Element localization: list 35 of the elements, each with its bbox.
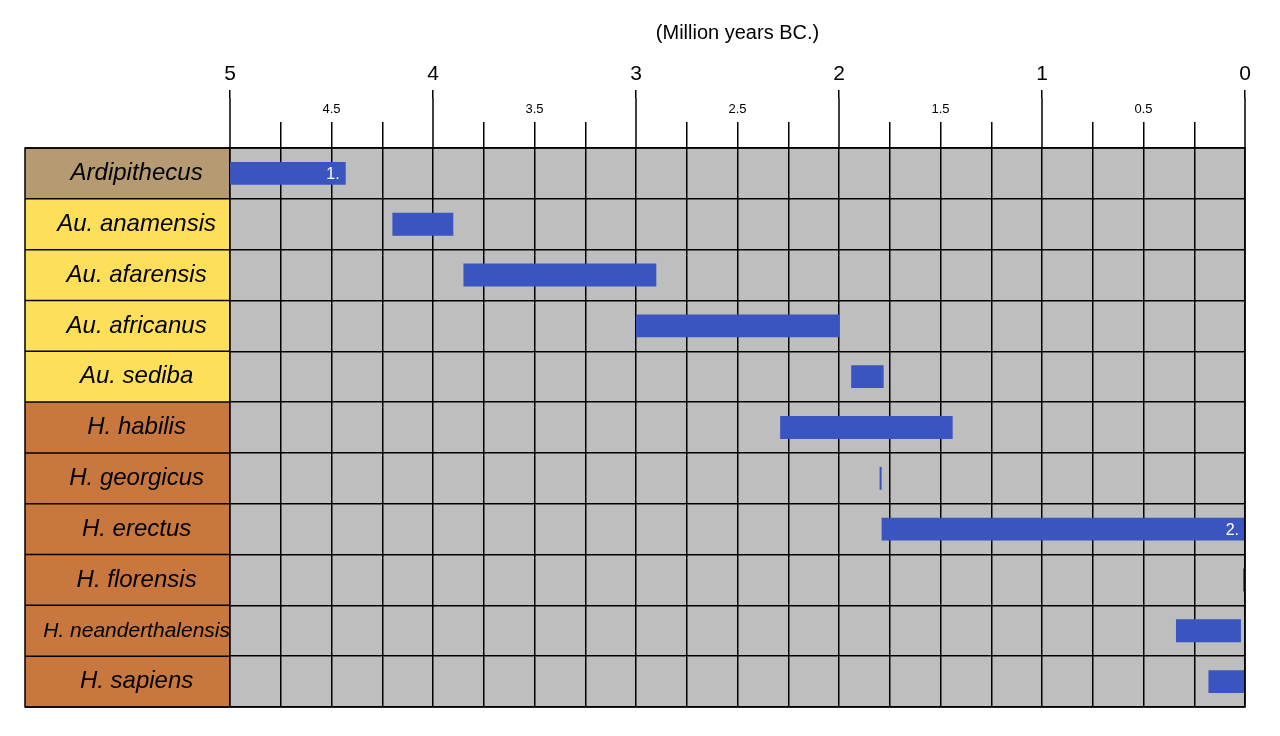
bar bbox=[392, 212, 454, 236]
y-tick-label: Au. africanus bbox=[64, 310, 207, 338]
bar bbox=[879, 466, 882, 490]
bar bbox=[881, 517, 1245, 541]
bar bbox=[463, 263, 657, 287]
data-label: 2. bbox=[1225, 520, 1239, 538]
bar bbox=[636, 314, 839, 338]
y-tick-label: H. erectus bbox=[81, 513, 192, 541]
bar bbox=[851, 365, 884, 389]
y-tick-label: Au. anamensis bbox=[55, 208, 216, 236]
y-tick-label: H. florensis bbox=[76, 564, 197, 592]
bar bbox=[1208, 670, 1245, 694]
y-tick-label: H. sapiens bbox=[79, 666, 194, 694]
chart-title: (Million years BC.) bbox=[655, 20, 820, 43]
x2-tick-label: 0.5 bbox=[1134, 100, 1153, 116]
y-tick-label: Ardipithecus bbox=[68, 158, 203, 186]
y-tick-label: Au. sediba bbox=[77, 361, 194, 389]
x2-tick-label: 3.5 bbox=[525, 100, 544, 116]
x-tick-label: 1 bbox=[1036, 61, 1048, 85]
y-tick-label: H. habilis bbox=[87, 412, 186, 440]
y-tick-label: Au. afarensis bbox=[64, 259, 207, 287]
y-tick-label: H. neanderthalensis bbox=[43, 617, 231, 641]
x2-tick-label: 2.5 bbox=[728, 100, 747, 116]
x-tick-label: 0 bbox=[1239, 61, 1251, 85]
x-tick-label: 2 bbox=[833, 61, 845, 85]
x-tick-label: 4 bbox=[427, 61, 440, 85]
x-tick-label: 5 bbox=[224, 61, 236, 85]
y-tick-label: H. georgicus bbox=[69, 462, 204, 490]
bar bbox=[230, 161, 346, 185]
bar bbox=[780, 416, 953, 439]
bar bbox=[1175, 619, 1241, 643]
x2-tick-label: 1.5 bbox=[931, 100, 950, 116]
x-tick-label: 3 bbox=[630, 61, 642, 85]
data-label: 1. bbox=[326, 164, 340, 182]
x2-tick-label: 4.5 bbox=[322, 100, 341, 116]
